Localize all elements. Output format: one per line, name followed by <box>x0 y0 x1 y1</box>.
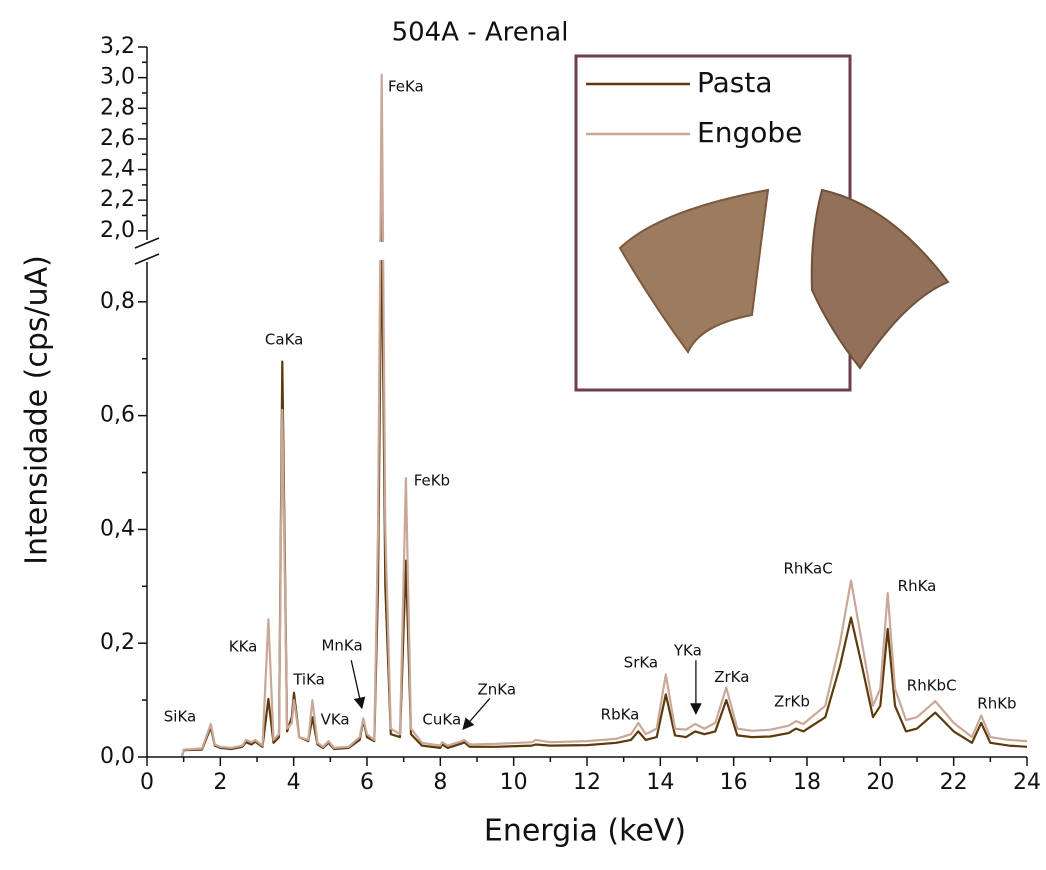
peak-label: RhKa <box>898 577 937 595</box>
series-line <box>180 211 1028 758</box>
y-tick-label: 3,0 <box>100 65 135 90</box>
y-tick-label: 0,4 <box>100 516 135 541</box>
y-tick-label: 2,2 <box>100 187 135 212</box>
sherd-photo <box>618 188 770 354</box>
y-tick-label: 2,8 <box>100 95 135 120</box>
y-tick-label: 2,6 <box>100 126 135 151</box>
break-mark <box>134 237 160 249</box>
peak-label: YKa <box>673 642 702 660</box>
x-tick-label: 2 <box>213 770 227 795</box>
peak-label: FeKa <box>388 77 424 95</box>
y-tick-label: 2,4 <box>100 157 135 182</box>
peak-label: RhKaC <box>784 560 833 578</box>
x-tick-label: 0 <box>140 770 154 795</box>
peak-label: ZnKa <box>478 680 517 698</box>
chart-title: 504A - Arenal <box>392 18 569 48</box>
y-tick-label: 0,2 <box>100 630 135 655</box>
x-tick-label: 12 <box>573 770 601 795</box>
legend-label: Engobe <box>697 116 802 149</box>
x-tick-label: 16 <box>720 770 748 795</box>
peak-label: KKa <box>229 638 258 656</box>
sherd-photo <box>810 188 950 370</box>
legend-label: Pasta <box>697 66 773 99</box>
x-axis-label: Energia (keV) <box>484 814 686 849</box>
x-tick-label: 18 <box>793 770 821 795</box>
peak-arrow <box>462 697 491 731</box>
peak-label: RhKbC <box>907 676 957 694</box>
series-line <box>180 73 1028 758</box>
break-mark <box>134 253 160 265</box>
peak-label: ZrKa <box>714 668 749 686</box>
x-tick-label: 6 <box>360 770 374 795</box>
x-tick-label: 8 <box>433 770 447 795</box>
y-axis-label: Intensidade (cps/uA) <box>20 255 55 565</box>
y-tick-label: 0,0 <box>100 744 135 769</box>
peak-label: ZrKb <box>774 692 810 710</box>
y-tick-label: 2,0 <box>100 218 135 243</box>
y-tick-label: 0,6 <box>100 403 135 428</box>
y-tick-label: 3,2 <box>100 34 135 59</box>
peak-label: CaKa <box>265 330 303 348</box>
x-tick-label: 4 <box>287 770 301 795</box>
peak-label: TiKa <box>292 671 325 689</box>
peak-label: VKa <box>321 711 350 729</box>
peak-label: SrKa <box>624 654 658 672</box>
x-tick-label: 20 <box>866 770 894 795</box>
x-tick-label: 22 <box>940 770 968 795</box>
y-tick-label: 0,8 <box>100 289 135 314</box>
peak-label: MnKa <box>321 637 362 655</box>
peak-arrow <box>350 660 366 710</box>
peak-label: CuKa <box>422 711 461 729</box>
peak-label: FeKb <box>414 472 450 490</box>
x-tick-label: 24 <box>1013 770 1041 795</box>
peak-label: SiKa <box>164 708 196 726</box>
legend: Pasta Engobe <box>574 54 950 392</box>
peak-label: RhKb <box>977 695 1016 713</box>
x-tick-label: 10 <box>500 770 528 795</box>
x-tick-label: 14 <box>646 770 674 795</box>
peak-label: RbKa <box>601 705 640 723</box>
